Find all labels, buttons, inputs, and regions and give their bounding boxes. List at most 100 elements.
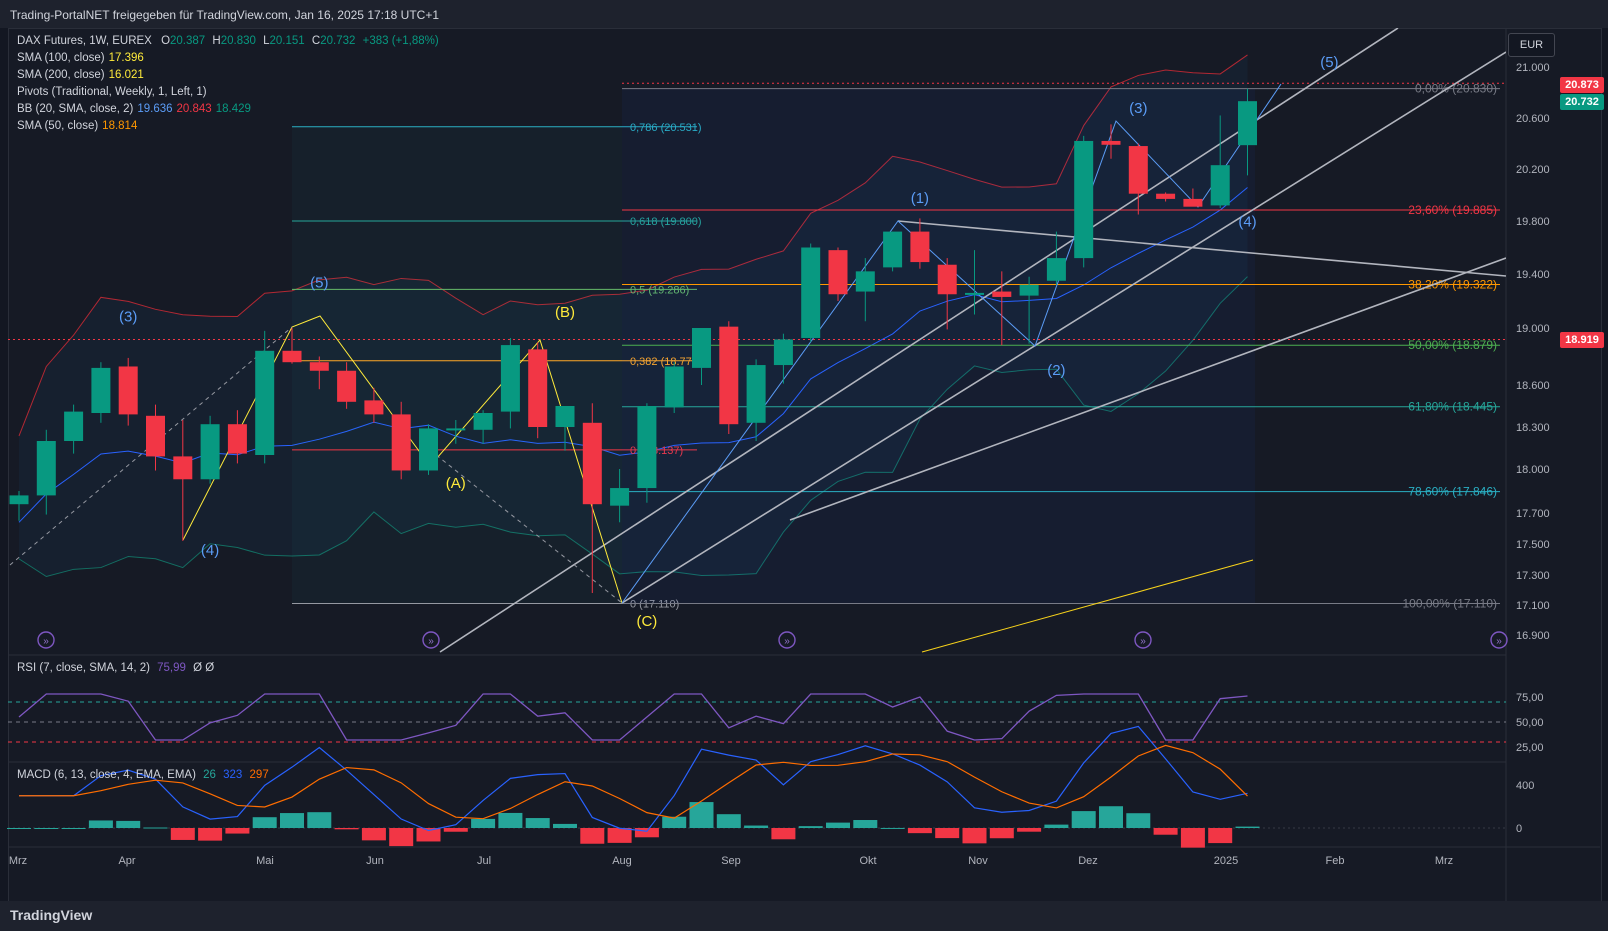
candle-body	[528, 349, 548, 427]
bb-fill	[19, 54, 1248, 577]
pane-separators	[8, 28, 1600, 901]
share-caption: Trading-PortalNET freigegeben für Tradin…	[10, 8, 440, 22]
wave-labels: (3) (4) (5) (A) (B) (C) (1) (2) (3) (4) (5) » » » » »	[37, 54, 1508, 649]
macd-histogram-bar	[989, 828, 1014, 839]
wave-label: (2)	[1047, 362, 1065, 379]
candle-body	[227, 424, 247, 454]
wave-label: (4)	[1238, 213, 1256, 230]
candle-body	[118, 366, 138, 415]
macd-histogram-bar	[225, 828, 250, 834]
rsi-value: 75,99	[157, 662, 186, 674]
time-tick: Mrz	[9, 855, 27, 867]
macd-histogram-bar	[7, 828, 31, 829]
candle-body	[610, 488, 630, 506]
macd-histogram-bar	[580, 828, 605, 844]
legend-close: 20.732	[320, 35, 356, 47]
fib-right-label: 38,20% (19.322)	[1408, 278, 1497, 292]
candle-body	[1074, 140, 1094, 259]
macd-histogram-bar	[252, 817, 277, 828]
candlesticks	[9, 88, 1257, 593]
macd-histogram-bar	[416, 828, 441, 842]
candle-body	[91, 367, 111, 413]
legend-bb-upper: 20.843	[176, 103, 212, 115]
legend-bb-label: BB (20, SMA, close, 2)	[17, 103, 134, 115]
legend-bb-lower: 18.429	[215, 103, 251, 115]
macd-histogram-bar	[1208, 828, 1233, 844]
candle-body	[992, 291, 1012, 297]
candle-body	[1101, 140, 1121, 145]
pivot-marker-icon	[37, 631, 55, 649]
time-tick: Apr	[118, 855, 135, 867]
legend-open: 20.387	[170, 35, 206, 47]
macd-signal-line	[19, 744, 1248, 820]
price-tick: 17.700	[1516, 508, 1550, 520]
top-bar: Trading-PortalNET freigegeben für Tradin…	[0, 0, 1608, 28]
fib-left-label: 0 (17.110)	[630, 599, 679, 611]
legend-change: +383 (+1,88%)	[362, 35, 439, 47]
candle-body	[965, 292, 984, 295]
macd-histogram-bar	[744, 825, 769, 828]
macd-histogram-bar	[798, 826, 823, 828]
candle-body	[364, 400, 384, 415]
tradingview-logo[interactable]: TradingView	[10, 907, 93, 923]
fib-right-label: 78,60% (17.846)	[1408, 485, 1497, 499]
wave-label: (C)	[636, 613, 657, 630]
rsi-tick: 25,00	[1516, 742, 1544, 754]
macd-histogram-bar	[307, 812, 332, 828]
candle-body	[555, 406, 575, 427]
legend-low-label: L	[263, 35, 270, 47]
rsi-pane: 75,00 50,00 25,00	[8, 692, 1544, 754]
pivot-marker-arrow: »	[428, 636, 434, 647]
macd-histogram-bar	[662, 816, 687, 828]
price-tick: 20.200	[1516, 164, 1550, 176]
macd-histogram-bar	[389, 828, 414, 847]
time-tick: Okt	[859, 855, 876, 867]
fib-left-label: 0,5 (19.286)	[630, 284, 689, 296]
price-tick: 17.300	[1516, 570, 1550, 582]
macd-histogram-bar	[935, 828, 960, 839]
candle-body	[664, 366, 684, 408]
macd-histogram-bar	[1017, 828, 1042, 832]
candle-body	[719, 326, 739, 425]
macd-histogram-bar	[1071, 811, 1096, 828]
price-tick: 18.600	[1516, 380, 1550, 392]
price-tick: 19.400	[1516, 269, 1550, 281]
fib-right-label: 0,00% (20.830)	[1415, 82, 1497, 96]
rsi-line	[18, 693, 1248, 741]
fib-right-box	[622, 88, 1255, 604]
pivot-marker-arrow: »	[784, 636, 790, 647]
candle-body	[582, 422, 602, 505]
macd-histogram-bar	[716, 814, 741, 828]
candle-body	[773, 339, 793, 366]
macd-histogram-bar	[1235, 826, 1260, 828]
macd-histogram-bar	[962, 828, 987, 844]
time-tick: Mrz	[1435, 855, 1453, 867]
candle-body	[910, 231, 930, 263]
legend-bb-basis: 19.636	[137, 103, 173, 115]
legend-ohlc: DAX Futures, 1W, EUREX O20.387 H20.830 L…	[17, 33, 439, 50]
candle-body	[1210, 165, 1230, 206]
candle-body	[446, 428, 466, 431]
macd-histogram-bar	[1153, 828, 1178, 835]
candle-body	[146, 415, 165, 457]
time-tick: Jun	[366, 855, 384, 867]
candle-body	[64, 411, 84, 441]
candle-body	[309, 362, 329, 371]
candle-body	[1128, 146, 1148, 194]
price-tick: 16.900	[1516, 630, 1550, 642]
currency-button[interactable]: EUR	[1508, 33, 1555, 57]
macd-histogram-bar	[280, 813, 304, 828]
legend-bb: BB (20, SMA, close, 2) 19.636 20.843 18.429	[17, 101, 439, 118]
macd-line-value: 323	[223, 769, 243, 781]
wave-label: (4)	[201, 542, 219, 559]
macd-histogram-bar	[907, 828, 932, 834]
macd-histogram-bar	[1099, 806, 1123, 828]
macd-histogram-bar	[553, 823, 577, 828]
wave-dashed-mid	[429, 449, 623, 604]
trend-line	[789, 257, 1506, 521]
macd-histogram-bar	[471, 818, 496, 828]
fib-left-label: 0,786 (20.531)	[630, 122, 702, 134]
rsi-label: RSI (7, close, SMA, 14, 2)	[17, 662, 150, 674]
macd-pane: 400 0	[7, 725, 1534, 848]
